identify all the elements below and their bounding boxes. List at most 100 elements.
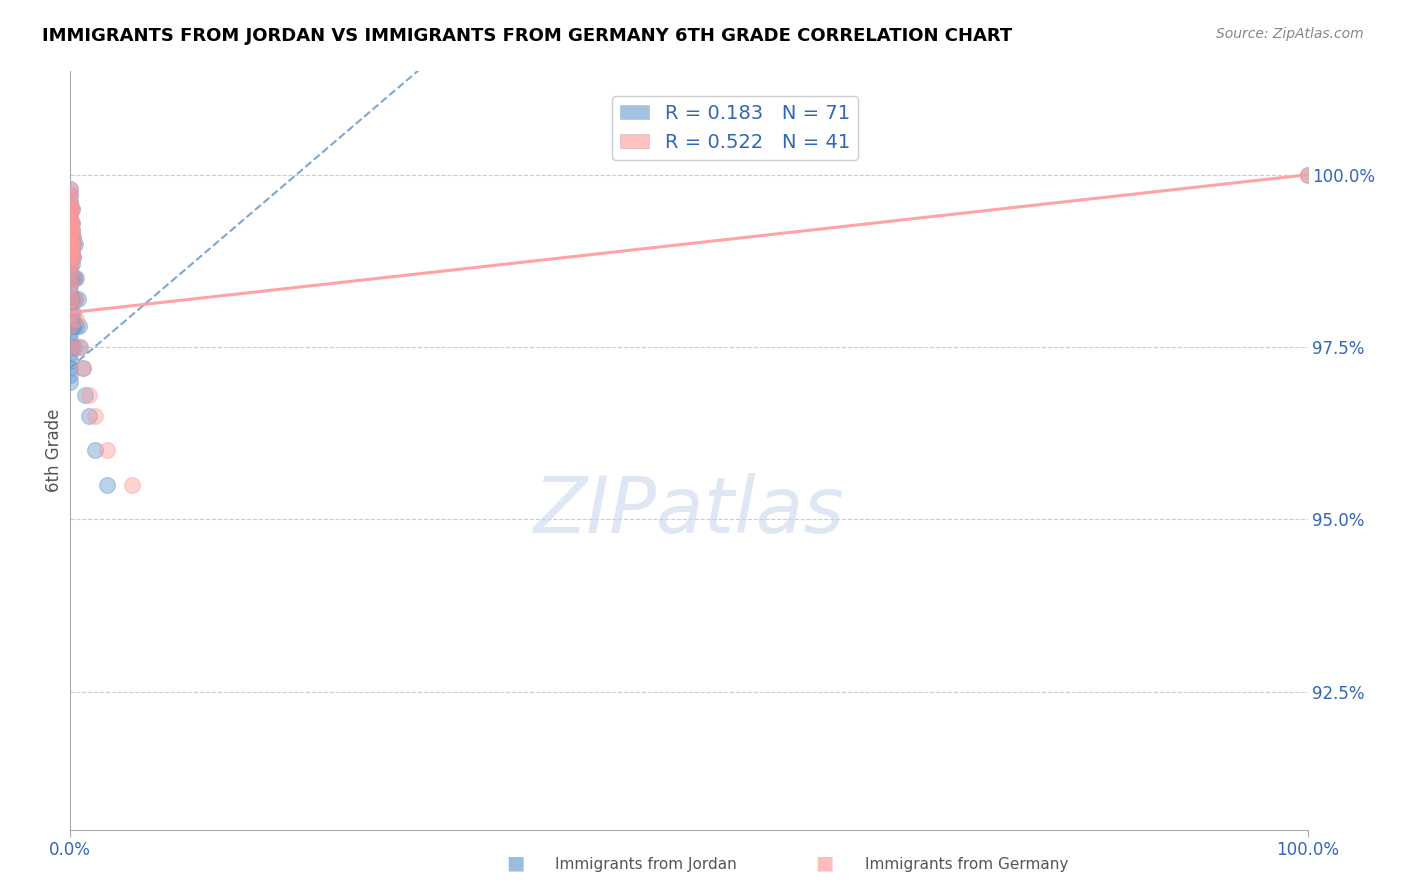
Point [59, 223, 82, 237]
Point [60, 292, 83, 306]
Point [63, 271, 86, 285]
Legend: R = 0.183   N = 71, R = 0.522   N = 41: R = 0.183 N = 71, R = 0.522 N = 41 [612, 96, 858, 160]
Point [62, 236, 84, 251]
Point [62, 251, 84, 265]
Point [59, 340, 82, 354]
Point [59, 319, 82, 334]
Point [63, 340, 86, 354]
Point [66, 292, 89, 306]
Point [59, 188, 82, 202]
Point [59, 340, 82, 354]
Point [59, 244, 82, 258]
Point [59, 347, 82, 361]
Point [121, 478, 143, 492]
Point [60, 319, 83, 334]
Point [59, 305, 82, 319]
Point [62, 319, 84, 334]
Point [59, 188, 82, 202]
Point [59, 251, 82, 265]
Point [59, 216, 82, 230]
Point [65, 271, 87, 285]
Point [1296, 168, 1319, 182]
Point [59, 195, 82, 210]
Point [59, 181, 82, 195]
Point [60, 305, 83, 319]
Point [60, 271, 83, 285]
Point [59, 312, 82, 326]
Point [60, 223, 83, 237]
Point [59, 251, 82, 265]
Point [59, 278, 82, 293]
Point [60, 236, 83, 251]
Text: Immigrants from Jordan: Immigrants from Jordan [555, 857, 737, 872]
Point [60, 202, 83, 217]
Point [59, 202, 82, 217]
Point [59, 202, 82, 217]
Text: Source: ZipAtlas.com: Source: ZipAtlas.com [1216, 27, 1364, 41]
Text: ■: ■ [815, 854, 834, 872]
Point [63, 271, 86, 285]
Point [60, 216, 83, 230]
Point [59, 333, 82, 347]
Point [59, 292, 82, 306]
Point [96, 443, 118, 458]
Point [62, 251, 84, 265]
Point [60, 312, 83, 326]
Point [60, 216, 83, 230]
Point [72, 360, 94, 375]
Point [60, 244, 83, 258]
Point [60, 236, 83, 251]
Point [62, 271, 84, 285]
Point [62, 236, 84, 251]
Y-axis label: 6th Grade: 6th Grade [45, 409, 63, 492]
Point [59, 340, 82, 354]
Point [60, 251, 83, 265]
Point [84, 443, 107, 458]
Point [59, 264, 82, 278]
Point [59, 368, 82, 382]
Point [60, 251, 83, 265]
Point [60, 257, 83, 271]
Point [59, 202, 82, 217]
Point [67, 340, 90, 354]
Point [59, 326, 82, 341]
Point [62, 319, 84, 334]
Point [77, 388, 100, 402]
Point [96, 478, 118, 492]
Point [59, 216, 82, 230]
Point [59, 292, 82, 306]
Point [59, 375, 82, 389]
Point [59, 209, 82, 223]
Point [59, 271, 82, 285]
Point [59, 236, 82, 251]
Point [65, 312, 87, 326]
Point [59, 229, 82, 244]
Point [62, 305, 84, 319]
Point [69, 340, 91, 354]
Point [60, 236, 83, 251]
Point [59, 209, 82, 223]
Point [59, 223, 82, 237]
Point [59, 181, 82, 195]
Point [59, 223, 82, 237]
Point [59, 244, 82, 258]
Point [60, 257, 83, 271]
Point [62, 271, 84, 285]
Point [60, 229, 83, 244]
Point [84, 409, 107, 423]
Point [59, 195, 82, 210]
Point [60, 244, 83, 258]
Text: ZIPatlas: ZIPatlas [533, 473, 845, 549]
Point [59, 340, 82, 354]
Point [59, 360, 82, 375]
Point [60, 223, 83, 237]
Point [62, 229, 84, 244]
Point [59, 236, 82, 251]
Point [59, 216, 82, 230]
Point [65, 292, 87, 306]
Point [59, 257, 82, 271]
Point [60, 202, 83, 217]
Point [65, 319, 87, 334]
Point [59, 229, 82, 244]
Point [72, 360, 94, 375]
